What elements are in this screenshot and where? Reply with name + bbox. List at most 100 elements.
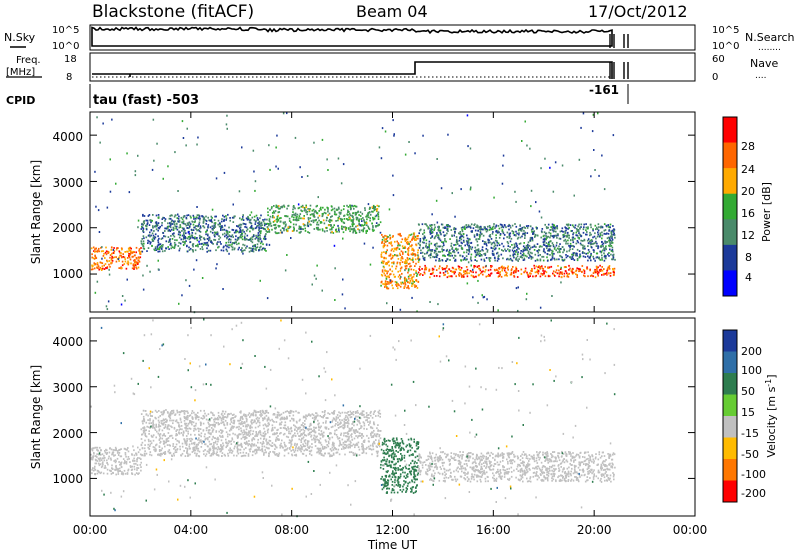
- data-cell: [190, 228, 193, 231]
- data-cell: [527, 241, 530, 244]
- data-cell: [482, 273, 484, 276]
- data-cell: [360, 427, 362, 429]
- data-cell: [377, 211, 380, 214]
- data-cell: [387, 275, 390, 278]
- data-cell: [316, 221, 319, 224]
- data-cell: [115, 182, 117, 185]
- data-cell: [405, 241, 408, 244]
- data-cell: [154, 225, 157, 227]
- data-cell: [405, 238, 407, 241]
- data-cell: [394, 240, 396, 243]
- data-cell: [288, 217, 291, 220]
- data-cell: [401, 255, 403, 258]
- data-cell: [455, 275, 457, 278]
- data-cell: [124, 448, 127, 450]
- data-cell: [357, 441, 360, 444]
- data-cell: [580, 223, 583, 226]
- data-cell: [96, 446, 99, 449]
- data-cell: [547, 245, 550, 247]
- data-cell: [369, 207, 371, 209]
- data-cell: [240, 231, 242, 233]
- data-cell: [423, 235, 426, 238]
- data-cell: [539, 258, 542, 261]
- data-cell: [529, 254, 531, 257]
- data-cell: [510, 259, 513, 261]
- data-cell: [441, 259, 444, 262]
- data-cell: [346, 424, 349, 427]
- data-cell: [306, 223, 309, 226]
- data-cell: [372, 448, 375, 451]
- data-cell: [134, 260, 136, 263]
- data-cell: [277, 214, 279, 217]
- data-cell: [169, 435, 171, 438]
- data-cell: [460, 188, 462, 191]
- data-cell: [192, 250, 194, 253]
- data-cell: [197, 411, 199, 414]
- data-cell: [276, 453, 278, 455]
- data-cell: [453, 244, 455, 246]
- data-cell: [529, 248, 531, 251]
- data-cell: [602, 242, 605, 245]
- data-cell: [152, 234, 155, 237]
- data-cell: [561, 230, 563, 232]
- data-cell: [532, 233, 534, 235]
- data-cell: [612, 268, 614, 270]
- data-cell: [411, 244, 413, 247]
- data-cell: [262, 220, 265, 223]
- data-cell: [419, 244, 421, 247]
- data-cell: [288, 225, 291, 228]
- data-cell: [362, 449, 365, 452]
- data-cell: [143, 447, 146, 450]
- data-cell: [135, 462, 137, 465]
- data-cell: [260, 230, 262, 233]
- data-cell: [530, 189, 533, 192]
- data-cell: [155, 444, 157, 447]
- data-cell: [195, 445, 197, 448]
- data-cell: [377, 215, 380, 218]
- data-cell: [448, 253, 450, 256]
- data-cell: [246, 434, 248, 436]
- data-cell: [245, 226, 248, 229]
- data-cell: [551, 235, 554, 237]
- data-cell: [192, 223, 195, 226]
- data-cell: [312, 208, 315, 211]
- data-cell: [242, 243, 244, 246]
- data-cell: [233, 215, 235, 218]
- data-cell: [509, 240, 512, 243]
- data-cell: [480, 233, 483, 235]
- data-cell: [522, 245, 525, 248]
- data-cell: [348, 212, 351, 215]
- data-cell: [492, 228, 494, 230]
- data-cell: [415, 244, 418, 247]
- data-cell: [448, 251, 451, 254]
- data-cell: [408, 257, 411, 260]
- data-cell: [391, 244, 393, 247]
- data-cell: [172, 226, 175, 229]
- data-cell: [553, 224, 556, 227]
- data-cell: [435, 269, 438, 271]
- data-cell: [338, 444, 340, 447]
- data-cell: [393, 261, 395, 264]
- data-cell: [277, 454, 280, 456]
- data-cell: [176, 228, 179, 231]
- data-cell: [520, 273, 523, 275]
- data-cell: [207, 224, 210, 226]
- data-cell: [558, 258, 560, 261]
- data-cell: [454, 228, 457, 230]
- data-cell: [188, 233, 191, 235]
- data-cell: [466, 226, 469, 228]
- data-cell: [392, 273, 395, 276]
- data-cell: [94, 248, 96, 251]
- data-cell: [282, 427, 285, 429]
- data-cell: [423, 271, 426, 274]
- data-cell: [436, 232, 438, 234]
- data-cell: [179, 448, 181, 451]
- data-cell: [547, 266, 549, 269]
- data-cell: [327, 428, 330, 430]
- data-cell: [578, 232, 580, 234]
- data-cell: [292, 208, 294, 211]
- data-cell: [504, 274, 506, 277]
- data-cell: [572, 233, 574, 236]
- data-cell: [308, 232, 311, 234]
- data-cell: [380, 281, 383, 284]
